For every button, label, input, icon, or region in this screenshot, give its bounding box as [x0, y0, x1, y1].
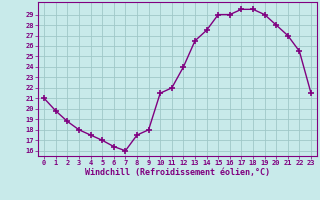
X-axis label: Windchill (Refroidissement éolien,°C): Windchill (Refroidissement éolien,°C): [85, 168, 270, 177]
